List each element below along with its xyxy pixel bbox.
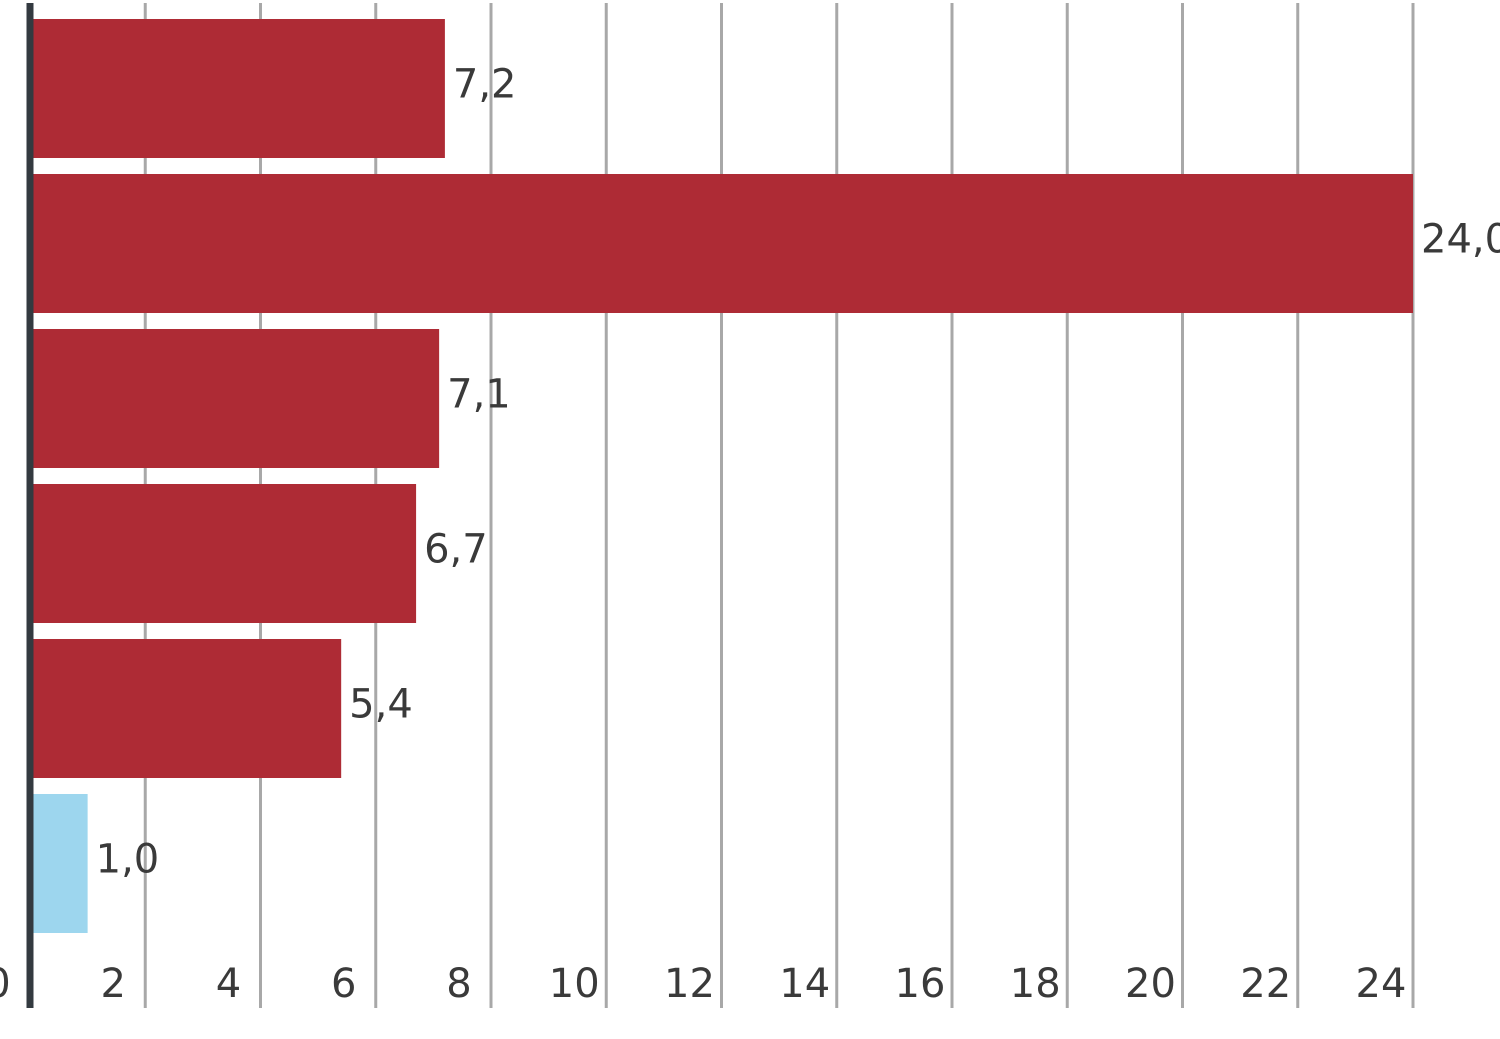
x-tick-label: 8 [446,961,471,1007]
bar [30,329,440,468]
x-tick-label: 18 [1010,961,1061,1007]
x-tick-label: 14 [779,961,830,1007]
value-label: 24,0 [1421,217,1500,263]
value-label: 7,2 [453,62,517,108]
x-tick-label: 2 [101,961,126,1007]
x-tick-label: 12 [664,961,715,1007]
x-tick-label: 20 [1125,961,1176,1007]
x-tick-label: 0 [0,961,11,1007]
x-tick-label: 16 [895,961,946,1007]
value-label: 7,1 [447,372,511,418]
bar [30,639,342,778]
x-tick-label: 24 [1356,961,1407,1007]
value-label: 5,4 [349,682,413,728]
value-label: 1,0 [96,837,160,883]
x-tick-label: 10 [549,961,600,1007]
value-label: 6,7 [424,527,488,573]
bar [30,174,1413,313]
bar [30,484,417,623]
bar [30,19,445,158]
x-tick-label: 6 [331,961,356,1007]
bar [30,794,88,933]
x-tick-label: 4 [216,961,241,1007]
x-tick-label: 22 [1240,961,1291,1007]
